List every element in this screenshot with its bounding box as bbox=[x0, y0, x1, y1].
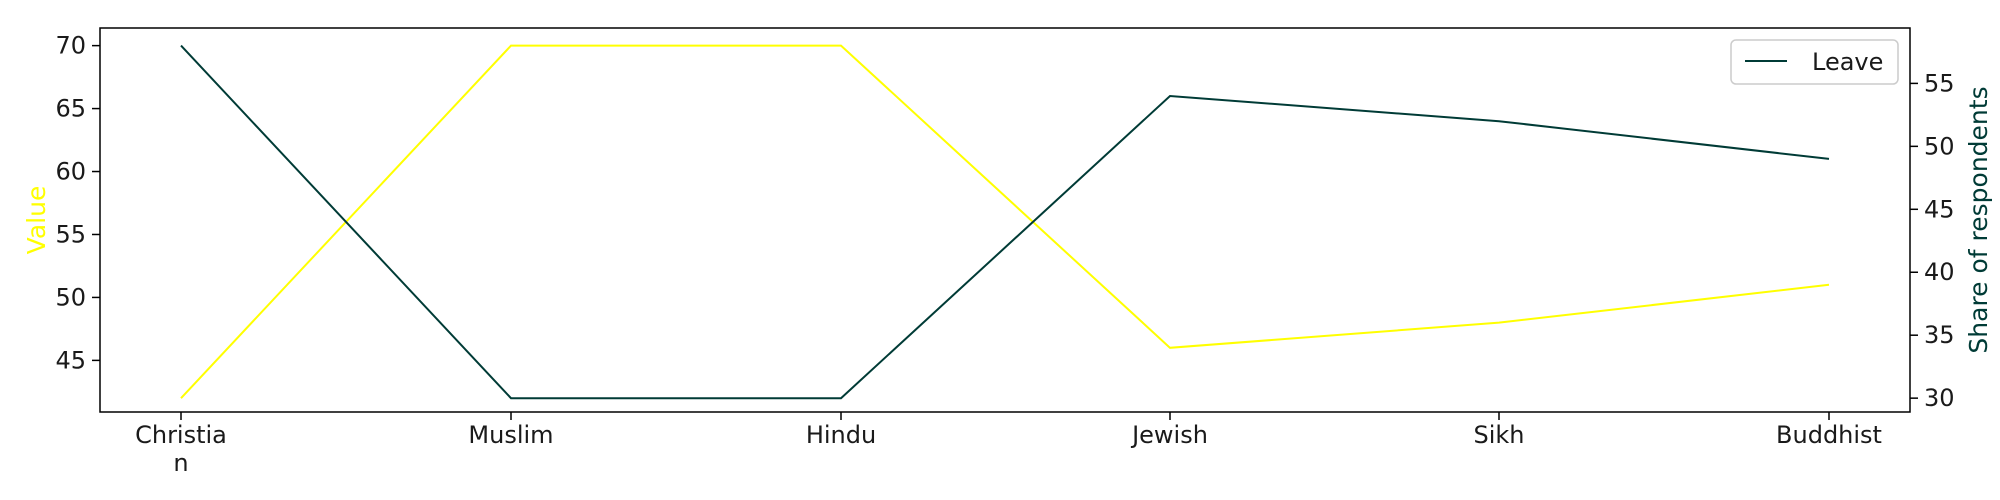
right-tick-label: 55 bbox=[1924, 69, 1955, 97]
left-y-axis: 45 50 55 60 65 70 bbox=[55, 32, 100, 374]
series-layer bbox=[180, 44, 1830, 400]
value-series-line bbox=[180, 44, 1830, 399]
legend: Leave bbox=[1730, 39, 1899, 85]
left-tick-label: 55 bbox=[55, 220, 86, 248]
left-tick-label: 50 bbox=[55, 283, 86, 311]
x-tick-label: Buddhist bbox=[1776, 421, 1882, 449]
right-y-axis: 30 35 40 45 50 55 bbox=[1910, 69, 1955, 412]
right-tick-label: 45 bbox=[1924, 195, 1955, 223]
left-tick-label: 45 bbox=[55, 346, 86, 374]
x-tick-label: Christia bbox=[135, 421, 227, 449]
plot-area bbox=[99, 27, 1911, 413]
legend-box bbox=[1730, 39, 1899, 85]
left-tick-label: 65 bbox=[55, 95, 86, 123]
right-axis-title: Share of respondents bbox=[1964, 86, 1993, 353]
legend-label: Leave bbox=[1812, 48, 1883, 76]
x-tick-label: n bbox=[173, 449, 188, 477]
x-tick-label: Sikh bbox=[1473, 421, 1524, 449]
left-tick-label: 70 bbox=[55, 32, 86, 60]
right-tick-label: 50 bbox=[1924, 132, 1955, 160]
left-tick-label: 60 bbox=[55, 158, 86, 186]
x-tick-label: Jewish bbox=[1130, 421, 1208, 449]
leave-series-line bbox=[180, 44, 1830, 400]
left-axis-title: Value bbox=[22, 186, 51, 255]
right-tick-label: 35 bbox=[1924, 321, 1955, 349]
right-tick-label: 30 bbox=[1924, 384, 1955, 412]
right-tick-label: 40 bbox=[1924, 258, 1955, 286]
x-tick-label: Hindu bbox=[806, 421, 876, 449]
x-tick-label: Muslim bbox=[468, 421, 553, 449]
